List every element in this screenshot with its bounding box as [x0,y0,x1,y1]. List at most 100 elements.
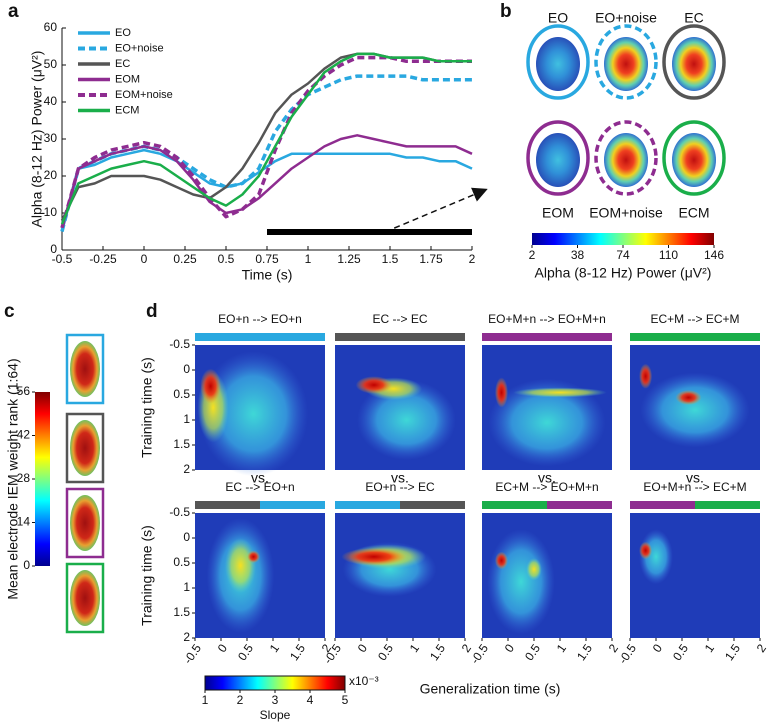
x-tick-label: 1 [554,641,569,655]
condition-bar [630,501,695,509]
head-map [536,37,580,91]
heatmap-region [355,376,393,394]
colorbar-tick-label: 38 [571,248,585,262]
condition-bar [547,501,612,509]
colorbar [532,233,714,245]
y-tick-label: 1 [183,580,190,594]
colorbar-tick-label: 42 [17,428,31,442]
panel-label: c [4,301,15,322]
y-axis-label: Training time (s) [139,525,155,626]
y-tick-label: 0 [183,530,190,544]
y-tick-label: 50 [44,57,58,71]
heatmap-region [526,558,542,581]
x-tick-label: 0.5 [235,641,256,663]
panel-label: b [500,1,512,22]
y-tick-label: 1 [183,412,190,426]
colorbar-tick-label: 2 [237,693,244,707]
x-tick-label: 0 [502,641,517,655]
heatmap-region [224,538,257,593]
heatmap-region [488,378,606,467]
heatmap-region [198,351,309,477]
head-box [65,562,105,634]
x-axis-label: Time (s) [242,267,293,283]
x-tick-label: 0.5 [670,641,691,663]
head-map [536,133,580,187]
x-tick-label: 1.5 [287,641,308,663]
head-map [604,133,648,187]
x-tick-label: -0.5 [181,641,205,666]
head-map [672,37,716,91]
head-label: EOM+noise [589,205,663,221]
legend-label: EOM [115,73,140,85]
y-tick-label: 0.5 [173,555,190,569]
x-tick-label: 0 [355,641,370,655]
condition-bar [695,501,760,509]
colorbar-tick-label: 0 [23,558,30,572]
y-tick-label: 60 [44,20,58,34]
head-label: ECM [678,205,709,221]
x-tick-label: 0.5 [375,641,396,663]
colorbar-tick-label: 4 [307,693,314,707]
head-box [65,333,105,405]
separator: vs. [686,470,704,486]
colorbar-tick-label: 5 [342,693,349,707]
x-tick-label: 2 [469,252,476,266]
y-tick-label: 10 [44,205,58,219]
head-map [70,420,100,476]
condition-bar [400,501,465,509]
x-tick-label: 1 [267,641,282,655]
x-tick-label: 1.75 [419,252,443,266]
panel-title: EO+n --> EC [365,480,435,494]
condition-bar [195,501,260,509]
line-series [60,55,472,229]
heatmap-region [357,380,456,460]
heatmap-region [639,541,653,560]
head-label: EOM [542,205,574,221]
head-label: EC [684,10,703,26]
y-tick-label: 2 [183,630,190,644]
panel-label: d [146,301,158,322]
heatmap-region [200,368,222,404]
legend-label: ECM [115,104,139,116]
x-tick-label: 0 [141,252,148,266]
panel-label: a [8,1,19,22]
legend-label: EOM+noise [115,89,173,101]
x-tick-label: -0.5 [52,252,73,266]
arrow [384,187,488,233]
panel-title: EC+M --> EC+M [650,312,739,326]
x-tick-label: 0 [215,641,230,655]
x-tick-label: 0 [650,641,665,655]
y-tick-label: -0.5 [169,337,190,351]
colorbar-tick-label: 3 [272,693,279,707]
head-outline [594,120,658,196]
condition-bar [260,501,325,509]
x-tick-label: -0.5 [468,641,492,666]
colorbar-tick-label: 56 [17,384,31,398]
panel-title: EC+M --> EO+M+n [495,480,598,494]
colorbar-label: Mean electrode IEM weight rank (1:64) [5,358,21,599]
condition-bar [630,333,760,341]
x-tick-label: 1 [407,641,422,655]
y-tick-label: 2 [183,462,190,476]
heatmap-region [495,377,508,408]
x-tick-label: 0.5 [522,641,543,663]
x-tick-label: 1 [305,252,312,266]
y-axis-label: Alpha (8-12 Hz) Power (μV²) [29,51,45,228]
x-tick-label: -0.5 [616,641,640,666]
line-series [60,52,472,225]
separator: vs. [251,470,269,486]
separator: vs. [391,470,409,486]
condition-bar [482,501,547,509]
heatmap-region [640,372,750,448]
y-tick-label: 0 [183,362,190,376]
x-tick-label: 0.5 [218,252,235,266]
colorbar-label: Alpha (8-12 Hz) Power (μV²) [535,265,712,281]
y-tick-label: 1.5 [173,605,190,619]
panel-title: EO+n --> EO+n [218,312,302,326]
condition-bar [482,333,612,341]
head-map [70,570,100,626]
panel-title: EO+M+n --> EC+M [643,480,746,494]
y-tick-label: 0.5 [173,387,190,401]
heatmap-region [341,548,407,566]
condition-bar [195,333,325,341]
